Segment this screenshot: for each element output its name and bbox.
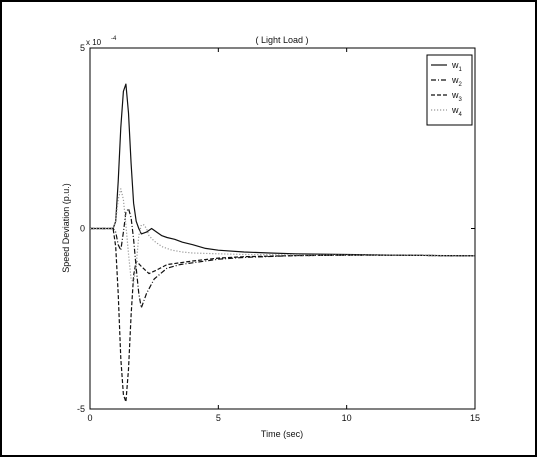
legend-box [426, 54, 473, 126]
legend-label-subscript: 2 [459, 82, 463, 88]
legend-label-w4: w4 [451, 105, 463, 118]
legend-label-subscript: 1 [459, 67, 463, 73]
legend-label-subscript: 4 [459, 112, 463, 118]
plot-area [89, 47, 476, 410]
legend-label-w3: w3 [451, 90, 463, 103]
y-tick-label: 5 [80, 43, 85, 53]
legend-label-w2: w2 [451, 75, 463, 88]
x-tick-label: 10 [342, 413, 352, 423]
series-line-w1 [90, 83, 476, 257]
series-line-w4 [90, 188, 476, 284]
x-tick-label: 5 [216, 413, 221, 423]
y-axis-label: Speed Deviation (p.u.) [61, 183, 71, 273]
x-tick-label: 0 [87, 413, 92, 423]
legend-label-symbol: w [451, 75, 459, 85]
y-axis-multiplier: x 10 [86, 38, 102, 47]
x-axis-label: Time (sec) [261, 429, 303, 439]
y-tick-label: 0 [80, 224, 85, 234]
legend-label-symbol: w [451, 60, 459, 70]
series-line-w3 [90, 227, 476, 403]
legend-label-subscript: 3 [459, 97, 463, 103]
legend-label-symbol: w [451, 105, 459, 115]
chart-title: ( Light Load ) [255, 35, 308, 45]
legend-label-symbol: w [451, 90, 459, 100]
x-tick-label: 15 [470, 413, 480, 423]
y-tick-label: -5 [77, 404, 85, 414]
y-axis-multiplier-exponent: -4 [111, 36, 117, 42]
axes: 0 5 10 15-505 [77, 43, 480, 423]
legend-label-w1: w1 [451, 60, 463, 73]
series-lines [90, 83, 476, 403]
